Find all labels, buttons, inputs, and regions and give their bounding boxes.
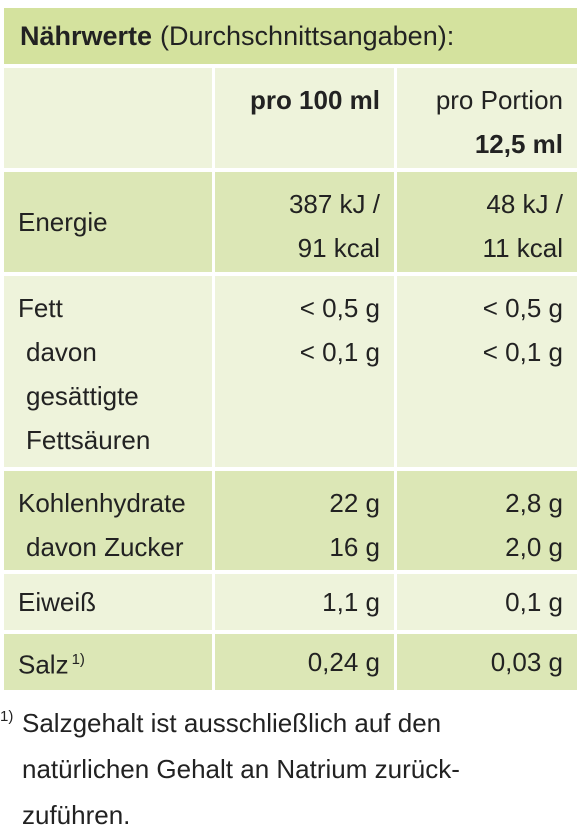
value-cell: 0,03 g <box>397 634 577 690</box>
footnote: 1) Salzgehalt ist ausschließlich auf den n… <box>0 700 460 835</box>
row-label-line: davon <box>26 337 97 367</box>
value-line: < 0,1 g <box>299 337 380 367</box>
row-label: Fett davon gesättigte Fettsäuren <box>4 276 212 467</box>
value-cell: 0,24 g <box>215 634 394 690</box>
value-line: 0,1 g <box>505 587 563 617</box>
value-cell: 1,1 g <box>215 574 394 630</box>
value-line: 16 g <box>329 532 380 562</box>
row-label-line: Eiweiß <box>18 587 97 617</box>
row-label-line: Energie <box>18 207 108 237</box>
title-row: Nährwerte (Durchschnittsangaben): <box>4 8 577 64</box>
row-label: Salz 1) <box>4 634 212 690</box>
footnote-ref: 1) <box>71 650 85 668</box>
footnote-line: Salzgehalt ist ausschließlich auf den <box>22 708 442 738</box>
value-cell: 2,8 g 2,0 g <box>397 471 577 570</box>
value-line: 48 kJ / <box>486 189 563 219</box>
value-line: 0,03 g <box>490 647 563 677</box>
column-header-line: 12,5 ml <box>474 129 563 159</box>
row-label: Energie <box>4 172 212 272</box>
value-line: 22 g <box>329 488 380 518</box>
value-line: < 0,5 g <box>482 293 563 323</box>
row-label-line: Fett <box>18 293 63 323</box>
footnote-line: zuführen. <box>22 800 131 830</box>
value-cell: 387 kJ / 91 kcal <box>215 172 394 272</box>
column-header: pro Portion 12,5 ml <box>397 68 577 168</box>
nutrition-table: Nährwerte (Durchschnittsangaben): pro 100… <box>4 8 577 690</box>
value-cell: < 0,5 g < 0,1 g <box>215 276 394 467</box>
row-label-line: davon Zucker <box>26 532 184 562</box>
value-cell: < 0,5 g < 0,1 g <box>397 276 577 467</box>
row-label: Kohlenhydrate davon Zucker <box>4 471 212 570</box>
value-line: 387 kJ / <box>288 189 380 219</box>
title-bold: Nährwerte <box>20 20 153 51</box>
value-line: 2,0 g <box>505 532 563 562</box>
title-text: (Durchschnittsangaben): <box>160 20 455 51</box>
column-header-line: pro 100 ml <box>249 85 380 115</box>
value-line: 2,8 g <box>505 488 563 518</box>
row-label-line: Kohlenhydrate <box>18 488 186 518</box>
footnote-line: natürlichen Gehalt an Natrium zurück- <box>22 754 460 784</box>
header-empty <box>4 68 212 168</box>
value-line: 1,1 g <box>322 587 380 617</box>
row-label-line: gesättigte <box>26 381 139 411</box>
footnote-marker: 1) <box>0 708 14 725</box>
value-line: 11 kcal <box>482 233 563 263</box>
row-label: Eiweiß <box>4 574 212 630</box>
value-line: < 0,5 g <box>299 293 380 323</box>
value-cell: 22 g 16 g <box>215 471 394 570</box>
column-header: pro 100 ml <box>215 68 394 168</box>
value-cell: 48 kJ / 11 kcal <box>397 172 577 272</box>
row-label-line: Fettsäuren <box>26 425 151 455</box>
value-line: < 0,1 g <box>482 337 563 367</box>
column-header-line: pro Portion <box>435 85 563 115</box>
value-cell: 0,1 g <box>397 574 577 630</box>
row-label-line: Salz 1) <box>18 649 85 680</box>
value-line: 0,24 g <box>307 647 380 677</box>
value-line: 91 kcal <box>297 233 380 263</box>
